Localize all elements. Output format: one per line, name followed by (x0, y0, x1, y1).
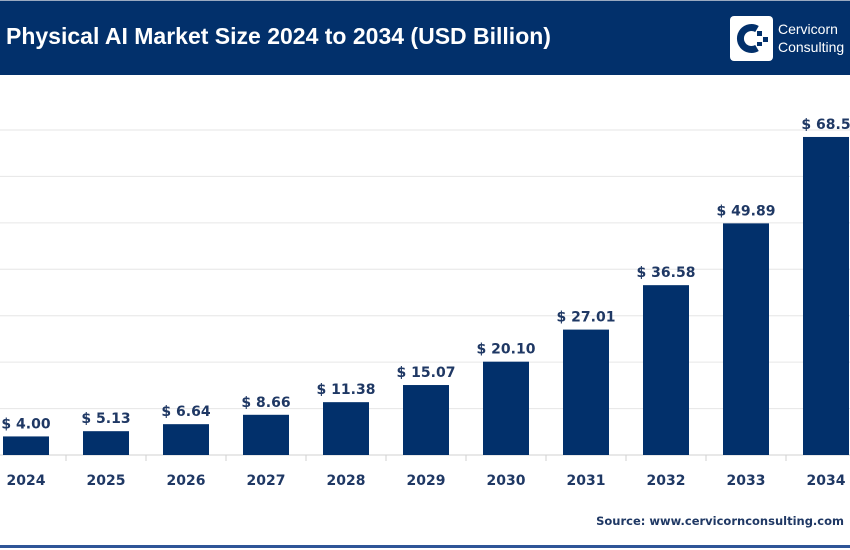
bar-2026 (163, 424, 209, 455)
x-tick-label-2026: 2026 (167, 473, 206, 489)
data-label-2024: $ 4.00 (1, 416, 50, 432)
x-tick-label-2028: 2028 (327, 473, 366, 489)
source-note: Source: www.cervicornconsulting.com (596, 514, 844, 528)
chart-title: Physical AI Market Size 2024 to 2034 (US… (6, 23, 551, 49)
bar-2031 (563, 329, 609, 455)
bar-2028 (323, 402, 369, 455)
bar-2034 (803, 136, 849, 455)
data-label-2030: $ 20.10 (477, 342, 536, 358)
chart-header: Physical AI Market Size 2024 to 2034 (US… (0, 0, 850, 75)
data-label-2029: $ 15.07 (397, 365, 456, 381)
bar-2029 (403, 385, 449, 455)
data-label-2034: $ 68.5 (801, 117, 850, 133)
bar-2024 (3, 436, 49, 455)
bar-chart: $ 4.00 2024 $ 5.13 2025 $ 6.64 2026 $ 8.66 2027… (0, 117, 850, 489)
bar-2030 (483, 361, 529, 455)
data-label-2028: $ 11.38 (317, 382, 376, 398)
data-label-2026: $ 6.64 (161, 404, 210, 420)
bar-2027 (243, 414, 289, 455)
logo-text-line2: Consulting (778, 39, 845, 55)
data-label-2025: $ 5.13 (81, 411, 130, 427)
logo-text-line1: Cervicorn (778, 21, 838, 37)
bar-2032 (643, 285, 689, 455)
data-label-2027: $ 8.66 (241, 395, 290, 411)
logo-icon (730, 16, 773, 61)
x-tick-label-2029: 2029 (407, 473, 446, 489)
x-tick-label-2034: 2034 (807, 473, 846, 489)
x-tick-label-2030: 2030 (487, 473, 526, 489)
x-tick-label-2031: 2031 (567, 473, 606, 489)
logo-text: Cervicorn Consulting (778, 20, 844, 56)
bar-2033 (723, 223, 769, 455)
x-tick-label-2025: 2025 (87, 473, 126, 489)
bar-2025 (83, 431, 129, 455)
data-label-2033: $ 49.89 (717, 203, 776, 219)
x-tick-label-2032: 2032 (647, 473, 686, 489)
x-tick-label-2024: 2024 (7, 473, 46, 489)
bottom-border (0, 545, 850, 548)
data-label-2031: $ 27.01 (557, 310, 616, 326)
data-label-2032: $ 36.58 (637, 265, 696, 281)
x-tick-label-2027: 2027 (247, 473, 286, 489)
x-tick-label-2033: 2033 (727, 473, 766, 489)
